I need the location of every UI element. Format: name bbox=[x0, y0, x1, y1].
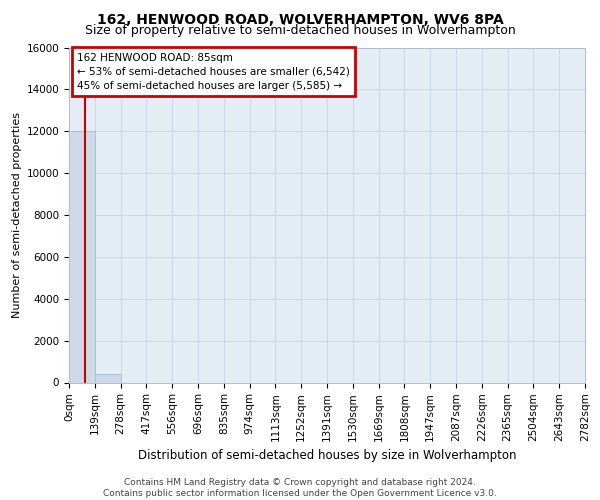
X-axis label: Distribution of semi-detached houses by size in Wolverhampton: Distribution of semi-detached houses by … bbox=[138, 450, 516, 462]
Y-axis label: Number of semi-detached properties: Number of semi-detached properties bbox=[13, 112, 22, 318]
Text: Size of property relative to semi-detached houses in Wolverhampton: Size of property relative to semi-detach… bbox=[85, 24, 515, 37]
Text: Contains HM Land Registry data © Crown copyright and database right 2024.
Contai: Contains HM Land Registry data © Crown c… bbox=[103, 478, 497, 498]
Text: 162, HENWOOD ROAD, WOLVERHAMPTON, WV6 8PA: 162, HENWOOD ROAD, WOLVERHAMPTON, WV6 8P… bbox=[97, 12, 503, 26]
Bar bbox=[95, 374, 121, 382]
Bar bbox=[69, 131, 95, 382]
Text: 162 HENWOOD ROAD: 85sqm
← 53% of semi-detached houses are smaller (6,542)
45% of: 162 HENWOOD ROAD: 85sqm ← 53% of semi-de… bbox=[77, 52, 350, 90]
